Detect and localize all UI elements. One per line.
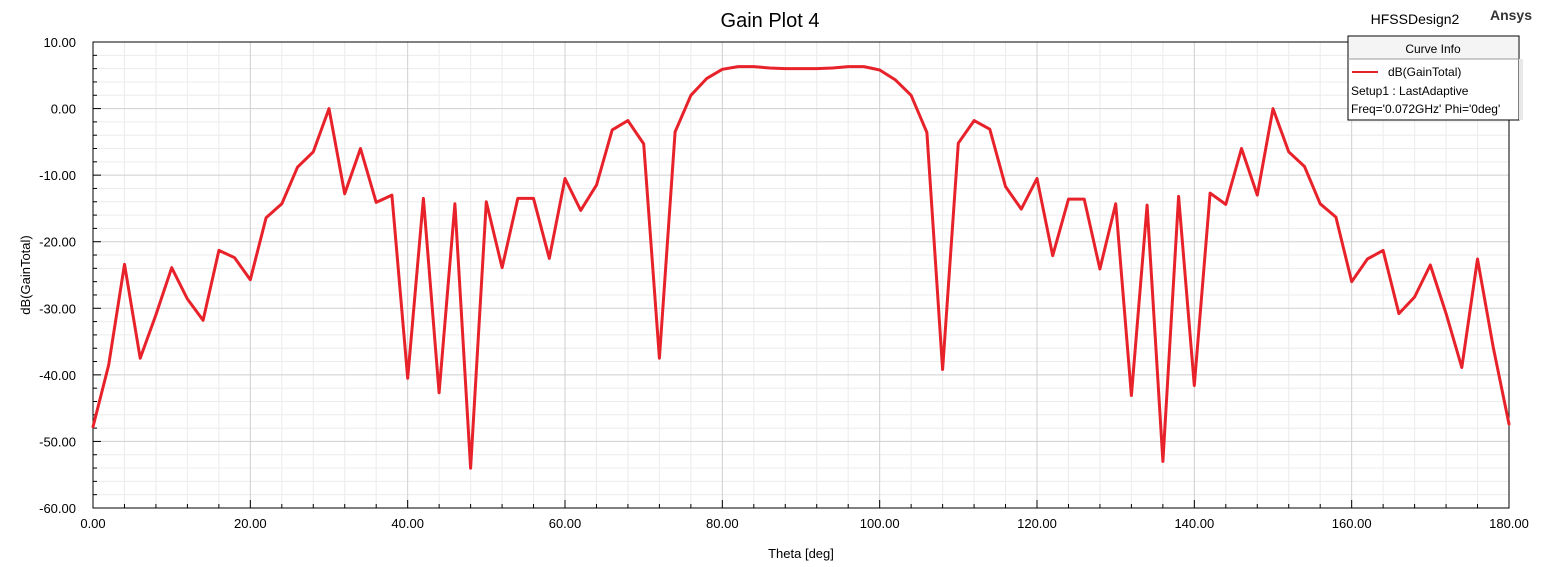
x-tick-label: 80.00 bbox=[706, 516, 739, 531]
x-tick-label: 100.00 bbox=[860, 516, 900, 531]
y-tick-label: -50.00 bbox=[39, 434, 76, 449]
design-name: HFSSDesign2 bbox=[1371, 11, 1460, 27]
x-axis-label: Theta [deg] bbox=[768, 546, 834, 561]
x-tick-label: 0.00 bbox=[80, 516, 105, 531]
x-tick-label: 40.00 bbox=[391, 516, 424, 531]
legend-scrollbar[interactable] bbox=[1519, 59, 1523, 120]
x-tick-label: 20.00 bbox=[234, 516, 267, 531]
y-tick-label: -40.00 bbox=[39, 368, 76, 383]
x-tick-label: 120.00 bbox=[1017, 516, 1057, 531]
y-tick-label: -30.00 bbox=[39, 301, 76, 316]
y-tick-label: -60.00 bbox=[39, 501, 76, 516]
plot-frame bbox=[92, 41, 1510, 509]
plot-area bbox=[93, 42, 1509, 508]
x-tick-label: 180.00 bbox=[1489, 516, 1529, 531]
legend-params: Freq='0.072GHz' Phi='0deg' bbox=[1351, 102, 1500, 116]
chart-title: Gain Plot 4 bbox=[721, 10, 820, 32]
legend-curve-name: dB(GainTotal) bbox=[1388, 65, 1461, 79]
axes: 0.00 20.00 40.00 60.00 80.00 100.00 120.00 140.… bbox=[18, 35, 1529, 561]
y-tick-label: -10.00 bbox=[39, 168, 76, 183]
y-axis-label: dB(GainTotal) bbox=[18, 235, 33, 314]
brand-logo: Ansys bbox=[1490, 7, 1532, 23]
y-tick-label: -20.00 bbox=[39, 235, 76, 250]
series-line-gaintotal[interactable] bbox=[91, 65, 1511, 470]
curve-info-legend[interactable]: Curve Info dB(GainTotal) Setup1 : LastAd… bbox=[1347, 35, 1523, 121]
legend-setup: Setup1 : LastAdaptive bbox=[1351, 84, 1469, 98]
legend-header-bg bbox=[1349, 37, 1518, 59]
x-tick-label: 140.00 bbox=[1174, 516, 1214, 531]
x-tick-label: 60.00 bbox=[549, 516, 582, 531]
series-layer bbox=[91, 65, 1511, 470]
grid bbox=[92, 41, 1510, 509]
y-tick-label: 10.00 bbox=[43, 35, 76, 50]
legend-header: Curve Info bbox=[1405, 42, 1461, 56]
y-tick-label: 0.00 bbox=[51, 102, 76, 117]
x-tick-label: 160.00 bbox=[1332, 516, 1372, 531]
